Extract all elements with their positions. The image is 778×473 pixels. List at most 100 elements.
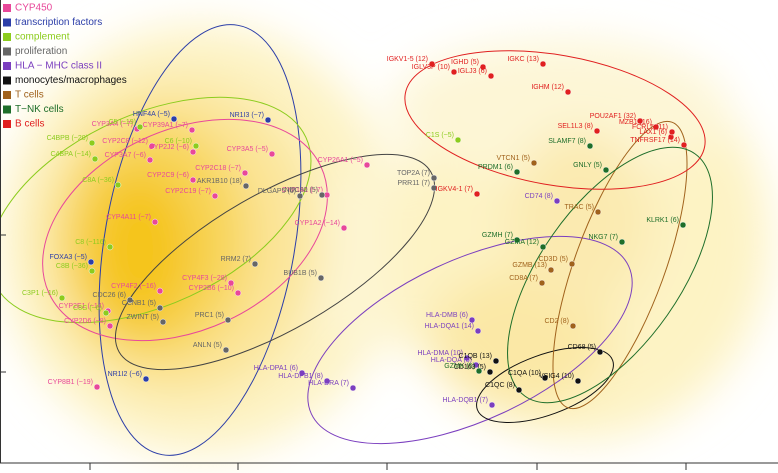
point-label: GZMK (5) [444,363,475,370]
point-label: IGHD (5) [451,59,479,66]
point [93,383,101,391]
point-label: C4BPB (~20) [47,135,88,142]
point [538,279,546,287]
point-label: HLA-DQB1 (7) [442,397,488,404]
point [136,123,144,131]
point-label: CYP4A11 (~7) [106,214,151,221]
point-label: CD3D (5) [538,256,568,263]
point-label: GZMA (12) [505,239,539,246]
point [488,401,496,409]
point-label: CYP39A1 (~7) [143,122,188,129]
legend-swatch [3,62,11,70]
legend-swatch [3,47,11,56]
point [513,168,521,176]
point [349,384,357,392]
point-label: NKG7 (7) [588,234,618,241]
point-label: CYP3A5 (~5) [227,146,268,153]
point [298,369,306,377]
point [340,224,348,232]
point [188,126,196,134]
point [156,287,164,295]
point [114,181,122,189]
point-label: RRM2 (7) [221,256,251,263]
legend-swatch [3,120,11,128]
point-label: VTCN1 (5) [497,155,530,162]
point-label: ZWINT (5) [126,314,159,321]
point-group: AKR1B10 (18) DLGAP5 (6)NDC80 (5) TOP2A (7)… [93,170,438,354]
point [479,63,487,71]
point [680,141,688,149]
point-label: CD74 (8) [525,193,553,200]
point [539,243,547,251]
point [594,208,602,216]
point-label: IGHM (12) [531,84,564,91]
point [126,296,134,304]
point-label: CYP4F3 (~28) [182,275,227,282]
point-label: DLGAP5 (6) [258,188,296,195]
point [224,316,232,324]
point-label: HLA-DMB (6) [426,312,468,319]
point-label: CYP1A1 (~7) [282,187,323,194]
point [170,115,178,123]
point [211,192,219,200]
point [586,142,594,150]
point [513,236,521,244]
point [463,354,471,362]
point [151,218,159,226]
point-label: POU2AF1 (32) [590,113,636,120]
point-label: C8G (~6) [73,305,102,312]
point-label: GZMB (13) [512,262,547,269]
point-label: CYP2C18 (~7) [195,165,241,172]
point [475,367,483,375]
point [668,128,676,136]
point-label: C5 (~19) [109,119,136,126]
point-label: ANLN (5) [193,342,222,349]
point-label: IGKV4-1 (7) [436,186,473,193]
point-label: IGKV1-5 (12) [387,56,428,63]
group-ellipses [0,24,713,456]
point-label: CD2 (8) [544,318,569,325]
point [241,169,249,177]
point-label: PRR11 (7) [397,180,430,187]
point [530,159,538,167]
point-label: CD68 (5) [568,344,596,351]
point-label: CYP1A2 (~14) [295,220,340,227]
point [106,322,114,330]
point-label: BUB1B (5) [284,270,317,277]
legend-label: proliferation [15,46,67,57]
point [222,346,230,354]
legend-label: CYP450 [15,3,53,14]
point-label: TRAC (5) [564,204,594,211]
point [430,174,438,182]
point-label: CD163 (5) [454,364,486,371]
point [296,192,304,200]
point [58,294,66,302]
point-label: CD8A (7) [509,275,538,282]
point-label: NR1I2 (~6) [108,371,142,378]
point [234,289,242,297]
point-label: CYP26A1 (~5) [318,157,363,164]
point [323,377,331,385]
point-label: TNFRSF17 (14) [630,137,680,144]
point [486,368,494,376]
point-label: FOXA3 (~5) [49,254,87,261]
point-label: AKR1B10 (18) [197,178,242,185]
point [159,318,167,326]
point-label: HLA-DRA (7) [308,380,349,387]
point [428,60,436,68]
point [264,116,272,124]
point-group: C1QB (13) CD163 (5) C1QA (10) C1QC (8) CD68 … [454,344,604,394]
point-label: TOP2A (7) [397,170,430,177]
point-label: C8A (~36) [82,177,114,184]
point-label: NR1I3 (~7) [230,112,264,119]
point-group: IGKV1-5 (12) IGHD (5) IGKC (13) IGLV3P (10)… [387,56,688,198]
legend-label: monocytes/macrophages [15,75,127,86]
legend: CYP450 transcription factors complement … [3,3,127,130]
point-label: CYP2J2 (~6) [149,144,189,151]
point-label: LAX1 (6) [639,129,667,136]
point [473,190,481,198]
point-label: CCNB1 (5) [122,300,156,307]
point-label: NDC80 (5) [285,187,318,194]
point-label: C4BPA (~14) [50,151,91,158]
